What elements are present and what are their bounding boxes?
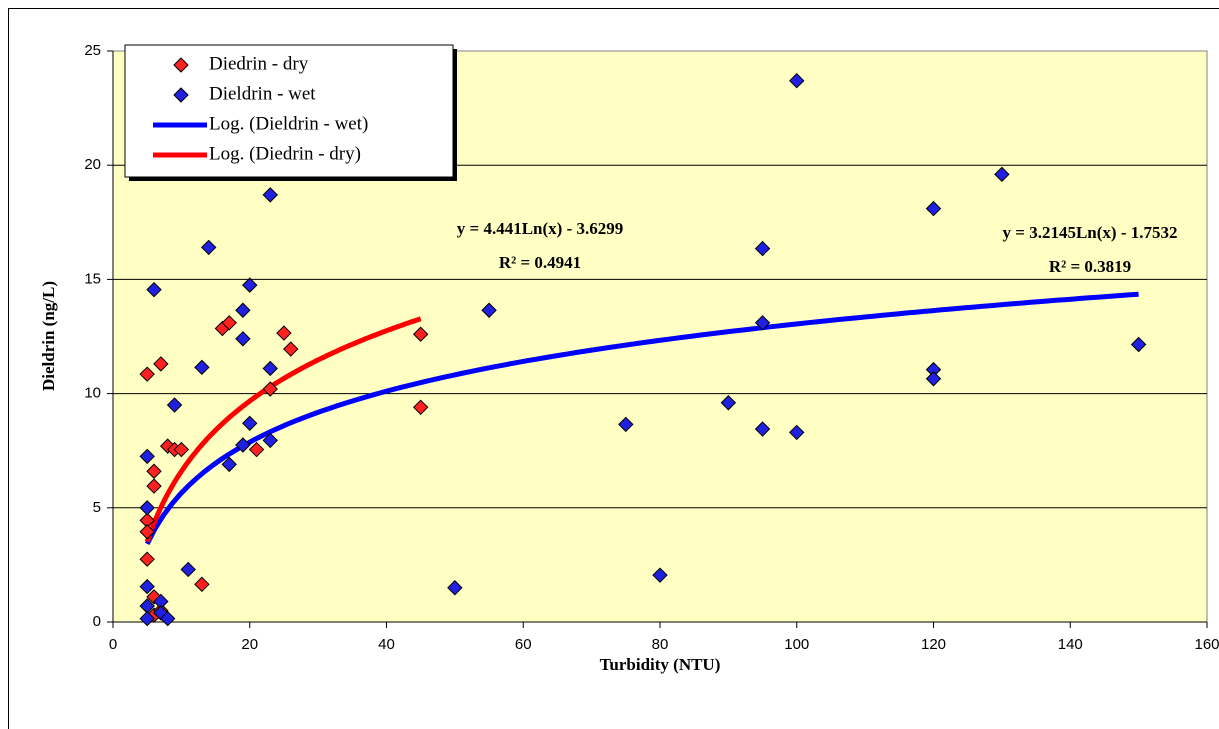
data-point [242,415,258,431]
x-tick-label: 40 [378,636,395,653]
data-point [153,356,169,372]
y-tick-label: 10 [84,385,101,402]
y-tick-label: 0 [93,613,101,630]
data-point [925,371,942,387]
data-point [412,399,429,416]
data-point [146,478,162,494]
x-tick-label: 60 [515,636,532,653]
data-point [139,551,155,567]
legend-label: Dieldrin - wet [209,83,316,104]
y-axis-title: Dieldrin (ng/L) [39,281,58,391]
legend-marker [173,57,189,73]
data-point [235,331,251,347]
data-point [146,281,162,298]
y-tick-label: 25 [84,42,101,59]
data-point [754,421,771,437]
data-point [925,200,942,217]
data-point [201,239,217,256]
data-point [652,567,668,583]
trendline-equation: y = 3.2145Ln(x) - 1.7532 [1003,223,1178,242]
data-point [262,360,278,377]
data-point [180,561,196,578]
x-tick-label: 140 [1058,636,1083,653]
data-point [235,437,251,453]
data-point [242,277,258,293]
x-tick-label: 160 [1194,636,1219,653]
data-point [235,302,251,318]
trendline-r2: R² = 0.3819 [1049,257,1131,276]
x-tick-label: 80 [652,636,669,653]
legend-label: Diedrin - dry [209,53,309,74]
x-axis-title: Turbidity (NTU) [600,655,721,674]
data-point [754,240,771,257]
data-point [262,187,278,203]
trendline [144,316,422,543]
trendline-r2: R² = 0.4941 [499,253,581,272]
data-point [283,341,299,357]
data-point [618,416,634,433]
x-tick-label: 0 [109,636,117,653]
data-point [194,576,210,593]
data-point [166,397,183,413]
data-point [221,315,237,331]
data-point [447,580,463,596]
data-point [146,463,162,479]
data-point [276,325,292,341]
data-point [139,448,155,465]
data-point [139,610,155,627]
x-tick-label: 20 [241,636,258,653]
data-point [139,366,155,382]
data-point [1130,336,1147,353]
legend-label: Log. (Dieldrin - wet) [209,113,368,134]
trendline [144,291,1139,546]
legend-label: Log. (Diedrin - dry) [209,143,361,164]
data-point [194,359,210,376]
data-point [139,500,155,516]
x-tick-label: 120 [921,636,946,653]
data-point [262,381,278,397]
y-tick-label: 15 [84,270,101,287]
data-point [262,432,278,449]
data-point [789,72,805,89]
data-point [248,441,265,458]
data-point [221,456,237,473]
data-point [789,424,805,441]
data-point [994,166,1010,183]
x-tick-label: 100 [784,636,809,653]
data-point [139,524,155,540]
data-point [754,315,771,331]
legend-marker [173,87,189,103]
data-point [173,441,190,458]
trendline-equation: y = 4.441Ln(x) - 3.6299 [457,219,623,238]
data-point [481,302,497,318]
y-tick-label: 20 [84,156,101,173]
data-point [412,326,429,342]
data-point [720,395,737,411]
data-point [139,578,155,595]
data-point [159,610,176,627]
y-tick-label: 5 [93,499,101,516]
